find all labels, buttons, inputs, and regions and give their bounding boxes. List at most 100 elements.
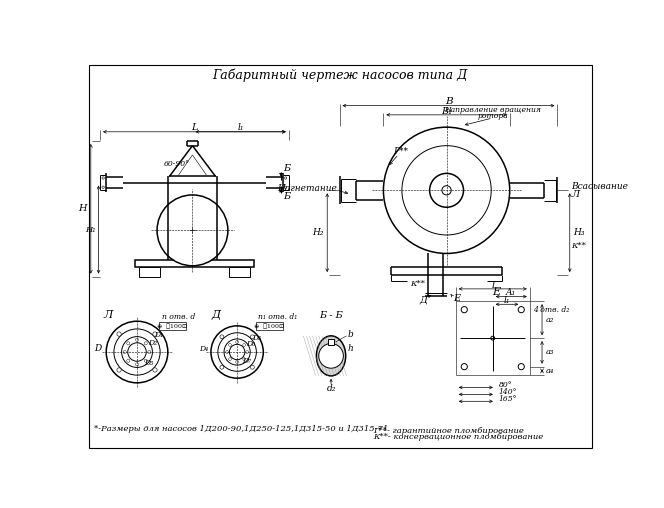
Text: H₁: H₁ (85, 226, 96, 234)
Circle shape (127, 342, 130, 345)
Text: Г**- гарантийное пломбирование: Г**- гарантийное пломбирование (373, 427, 525, 434)
Circle shape (250, 335, 254, 339)
Circle shape (250, 365, 254, 369)
Text: Д: Д (420, 295, 428, 304)
Bar (328, 339, 334, 345)
Circle shape (153, 332, 157, 336)
Text: D₂: D₂ (149, 339, 157, 347)
Text: Г**: Г** (392, 147, 408, 156)
Circle shape (230, 344, 245, 360)
Circle shape (106, 321, 168, 383)
Text: ⊕  ∅100⊡: ⊕ ∅100⊡ (157, 324, 187, 329)
Text: D₇: D₇ (242, 357, 252, 365)
Circle shape (102, 177, 104, 179)
Text: b: b (348, 330, 354, 339)
Text: Всасывание: Всасывание (571, 182, 628, 191)
Ellipse shape (317, 336, 346, 376)
Circle shape (461, 364, 467, 370)
Circle shape (246, 351, 248, 354)
Circle shape (114, 329, 160, 375)
Text: D: D (94, 344, 102, 354)
Text: H₂: H₂ (313, 228, 324, 237)
Text: d₂: d₂ (327, 384, 336, 393)
Text: 80°: 80° (499, 381, 513, 389)
Circle shape (122, 337, 153, 367)
Text: n отв. d: n отв. d (163, 313, 196, 322)
Text: Е: Е (493, 287, 501, 297)
Text: Направление вращения: Направление вращения (444, 106, 541, 114)
Text: D₆: D₆ (246, 340, 256, 348)
Circle shape (236, 361, 238, 363)
Text: l₁: l₁ (504, 296, 510, 305)
Text: a₄: a₄ (546, 367, 554, 375)
Circle shape (127, 343, 146, 361)
Text: h: h (348, 344, 354, 353)
Circle shape (491, 336, 495, 340)
Circle shape (226, 351, 228, 354)
Circle shape (117, 332, 122, 336)
Circle shape (220, 335, 224, 339)
Text: Б: Б (284, 164, 290, 173)
Text: a₃: a₃ (546, 348, 554, 357)
Text: Е: Е (453, 294, 460, 303)
Text: ротора: ротора (477, 112, 508, 120)
Circle shape (211, 326, 264, 378)
Text: К**: К** (410, 280, 426, 288)
Text: H₃: H₃ (573, 228, 584, 237)
Circle shape (127, 359, 130, 362)
Circle shape (243, 358, 246, 361)
Circle shape (284, 177, 287, 179)
Text: Б - Б: Б - Б (319, 311, 343, 321)
Circle shape (135, 363, 139, 366)
Circle shape (157, 195, 228, 266)
Text: *-Размеры для насосов 1Д200-90,1Д250-125,1Д315-50 и 1Д315-71: *-Размеры для насосов 1Д200-90,1Д250-125… (94, 425, 388, 433)
Circle shape (148, 351, 151, 354)
Text: A₁: A₁ (506, 288, 517, 297)
Text: l: l (491, 280, 494, 290)
Text: 4 отв. d₂: 4 отв. d₂ (533, 306, 569, 313)
Circle shape (236, 341, 238, 343)
Text: B₁: B₁ (441, 107, 452, 115)
Text: H: H (78, 204, 87, 213)
Circle shape (243, 343, 246, 346)
Circle shape (224, 339, 250, 365)
Circle shape (461, 307, 467, 313)
Text: 140°: 140° (499, 388, 517, 396)
Circle shape (135, 338, 139, 341)
Text: Л: Л (571, 189, 580, 199)
Circle shape (518, 307, 525, 313)
Text: l₁: l₁ (237, 123, 244, 133)
Circle shape (228, 343, 232, 346)
Text: К**: К** (571, 242, 586, 250)
Bar (228, 267, 250, 276)
Circle shape (430, 173, 463, 207)
Text: Л: Л (103, 310, 112, 320)
Text: a₂: a₂ (546, 315, 554, 324)
Text: D₄: D₄ (199, 345, 208, 353)
Circle shape (144, 342, 147, 345)
Text: 60-90°: 60-90° (164, 160, 190, 168)
Circle shape (319, 343, 343, 368)
Bar (139, 267, 160, 276)
Text: Д: Д (211, 310, 220, 320)
Text: L: L (191, 123, 198, 133)
Bar (135, 260, 254, 267)
Circle shape (284, 186, 287, 188)
Circle shape (153, 368, 157, 372)
Circle shape (518, 364, 525, 370)
Circle shape (218, 333, 256, 371)
Circle shape (220, 365, 224, 369)
Text: Б: Б (284, 192, 290, 201)
Bar (159, 322, 187, 331)
Bar (256, 322, 283, 331)
Circle shape (383, 127, 510, 253)
Circle shape (442, 186, 451, 195)
Text: D₅: D₅ (252, 334, 261, 342)
Text: Нагнетание: Нагнетание (278, 184, 337, 193)
Text: n₁ отв. d₁: n₁ отв. d₁ (258, 313, 297, 322)
Circle shape (228, 358, 232, 361)
Text: Габаритный чертеж насосов типа Д: Габаритный чертеж насосов типа Д (212, 68, 468, 82)
Text: ⊕  ∅100⊡: ⊕ ∅100⊡ (254, 324, 284, 329)
Text: D₁: D₁ (154, 331, 163, 339)
Text: К**- консервационное пломбирование: К**- консервационное пломбирование (373, 433, 544, 441)
